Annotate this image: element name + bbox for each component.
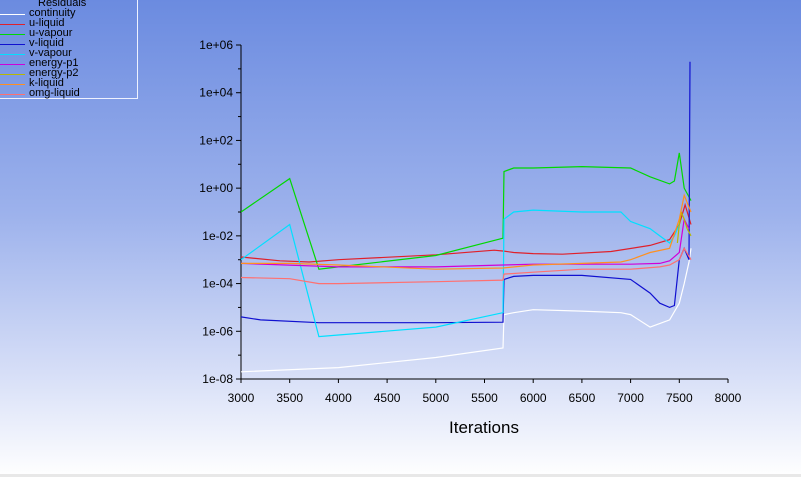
y-tick-label: 1e+06	[199, 38, 233, 52]
x-tick-label: 8000	[715, 391, 742, 405]
legend-swatch	[0, 84, 25, 85]
legend-swatch	[0, 74, 25, 75]
legend-swatch	[0, 24, 25, 25]
legend-label: k-liquid	[29, 77, 64, 89]
legend-swatch	[0, 54, 25, 55]
series-line-energy-p2	[676, 209, 692, 244]
legend-item-u-vapour: u-vapour	[0, 27, 138, 39]
legend-swatch	[0, 14, 25, 15]
series-line-continuity	[240, 248, 692, 373]
x-tick-label: 4500	[374, 391, 401, 405]
x-tick-label: 7500	[666, 391, 693, 405]
legend-item-continuity: continuity	[0, 7, 138, 19]
x-tick-label: 5000	[422, 391, 449, 405]
x-tick-label: 6500	[569, 391, 596, 405]
series-line-u-vapour	[240, 152, 692, 270]
x-tick-label: 4000	[325, 391, 352, 405]
x-tick-label: 3000	[228, 391, 255, 405]
legend-label: u-vapour	[29, 27, 73, 39]
x-tick-label: 6000	[520, 391, 547, 405]
legend-item-energy-p1: energy-p1	[0, 57, 138, 69]
y-tick-label: 1e-04	[202, 277, 233, 291]
legend: Residuals continuity u-liquid u-vapour v-li…	[0, 0, 138, 99]
legend-title: Residuals	[38, 0, 87, 9]
series-line-v-liquid	[240, 61, 691, 324]
legend-label: u-liquid	[29, 17, 65, 29]
legend-item-u-liquid: u-liquid	[0, 17, 138, 29]
series-line-k-liquid	[241, 193, 692, 270]
series-line-v-vapour	[240, 209, 680, 338]
window-bottom-edge	[0, 474, 801, 477]
x-tick-label: 7000	[617, 391, 644, 405]
legend-item-k-liquid: k-liquid	[0, 77, 138, 89]
series-line-omg-liquid	[240, 246, 692, 285]
y-tick-label: 1e-06	[202, 324, 233, 338]
legend-swatch	[0, 34, 25, 35]
axes: 3000 3500 4000 4500 5000 5500 6000 6500 7000 7500…	[199, 38, 741, 405]
legend-label: v-vapour	[29, 47, 72, 59]
legend-item-energy-p2: energy-p2	[0, 67, 138, 79]
y-tick-label: 1e-02	[202, 229, 233, 243]
legend-swatch	[0, 64, 25, 65]
series-layer	[240, 61, 692, 373]
x-axis-label: Iterations	[449, 418, 519, 437]
legend-swatch	[0, 94, 25, 95]
y-tick-label: 1e+00	[199, 181, 233, 195]
x-tick-label: 5500	[471, 391, 498, 405]
legend-item-v-liquid: v-liquid	[0, 37, 138, 49]
y-tick-label: 1e+02	[199, 133, 233, 147]
legend-label: continuity	[29, 7, 76, 19]
legend-label: energy-p2	[29, 67, 79, 79]
legend-swatch	[0, 44, 25, 45]
legend-label: energy-p1	[29, 57, 79, 69]
y-tick-label: 1e+04	[199, 86, 233, 100]
series-line-u-liquid	[240, 202, 692, 263]
y-tick-label: 1e-08	[202, 372, 233, 386]
legend-label: omg-liquid	[29, 87, 80, 99]
legend-item-omg-liquid: omg-liquid	[0, 87, 138, 99]
series-line-energy-p1	[240, 217, 690, 268]
legend-item-v-vapour: v-vapour	[0, 47, 138, 59]
legend-label: v-liquid	[29, 37, 64, 49]
x-tick-label: 3500	[276, 391, 303, 405]
